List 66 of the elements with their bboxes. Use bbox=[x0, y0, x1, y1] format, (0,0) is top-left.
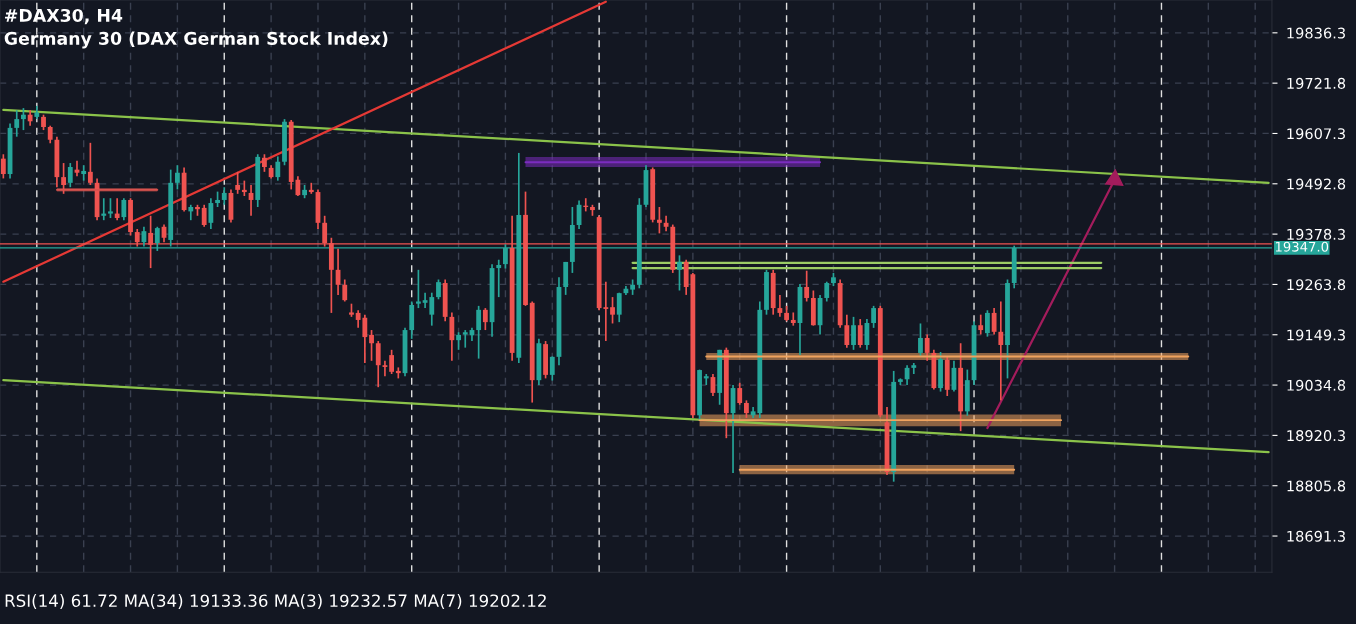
candlestick bbox=[476, 305, 482, 360]
candlestick bbox=[275, 155, 281, 182]
ref-line-label: 19347.0 bbox=[1275, 241, 1329, 252]
candlestick bbox=[389, 348, 395, 375]
candlestick bbox=[101, 197, 107, 222]
candlestick bbox=[656, 206, 662, 235]
candlestick bbox=[108, 197, 113, 219]
candlestick bbox=[208, 197, 214, 230]
candlestick bbox=[991, 307, 997, 336]
candlestick bbox=[985, 309, 990, 338]
candlestick bbox=[114, 197, 120, 222]
y-tick-label: 19149.3 bbox=[1287, 329, 1345, 341]
candlestick bbox=[824, 280, 830, 303]
candlestick bbox=[369, 329, 374, 362]
y-tick-label: 19492.8 bbox=[1287, 178, 1346, 190]
candlestick bbox=[998, 300, 1004, 402]
y-tick-label: 19263.8 bbox=[1287, 279, 1346, 291]
candlestick bbox=[804, 269, 810, 303]
candlestick bbox=[616, 291, 622, 323]
text: Germany 30 (DAX German Stock Index) bbox=[4, 31, 388, 49]
candlestick bbox=[851, 316, 856, 351]
candlestick bbox=[549, 355, 555, 382]
candlestick bbox=[14, 109, 20, 138]
candlestick bbox=[790, 311, 796, 327]
candlestick bbox=[777, 294, 783, 318]
candlestick bbox=[871, 305, 877, 329]
candlestick bbox=[174, 164, 180, 191]
chart-title: #DAX30, H4 bbox=[4, 8, 123, 25]
candlestick bbox=[924, 333, 930, 362]
candlestick bbox=[308, 181, 314, 195]
candlestick bbox=[737, 381, 743, 406]
y-tick-label: 19836.3 bbox=[1287, 27, 1345, 39]
candlestick bbox=[382, 359, 388, 378]
candlestick bbox=[496, 258, 502, 298]
candlestick bbox=[395, 366, 401, 380]
candlestick bbox=[0, 153, 6, 180]
candlestick bbox=[677, 254, 682, 292]
candlestick bbox=[918, 322, 923, 358]
candlestick bbox=[462, 329, 468, 349]
candlestick bbox=[61, 162, 67, 195]
y-tick-label: 19721.8 bbox=[1287, 77, 1346, 89]
y-tick-label: 19378.3 bbox=[1287, 228, 1345, 240]
candlestick bbox=[978, 313, 984, 336]
text: RSI(14) 61.72 MA(34) 19133.36 MA(3) 19232.57 MA(7) 19202.12 bbox=[5, 594, 546, 609]
y-tick-label: 19034.8 bbox=[1287, 379, 1346, 391]
candlestick bbox=[844, 313, 850, 349]
y-tick-label: 18691.3 bbox=[1287, 530, 1345, 542]
candlestick bbox=[375, 340, 381, 389]
candlestick bbox=[610, 296, 615, 325]
candlestick bbox=[415, 269, 421, 309]
y-tick-label: 19607.3 bbox=[1287, 128, 1345, 140]
candlestick bbox=[21, 107, 26, 131]
candlestick bbox=[87, 141, 93, 186]
candlestick bbox=[436, 278, 441, 301]
candlestick bbox=[121, 197, 127, 222]
candlestick bbox=[81, 164, 87, 182]
y-tick-label: 18805.8 bbox=[1287, 480, 1346, 492]
y-tick-label: 18920.3 bbox=[1287, 430, 1345, 442]
candlestick bbox=[201, 203, 207, 228]
candlestick bbox=[67, 162, 73, 189]
candlestick bbox=[342, 278, 348, 303]
candlestick bbox=[482, 307, 488, 331]
candlestick bbox=[449, 311, 455, 362]
candlestick bbox=[235, 171, 241, 195]
candlestick bbox=[857, 318, 863, 349]
candlestick bbox=[703, 373, 709, 386]
